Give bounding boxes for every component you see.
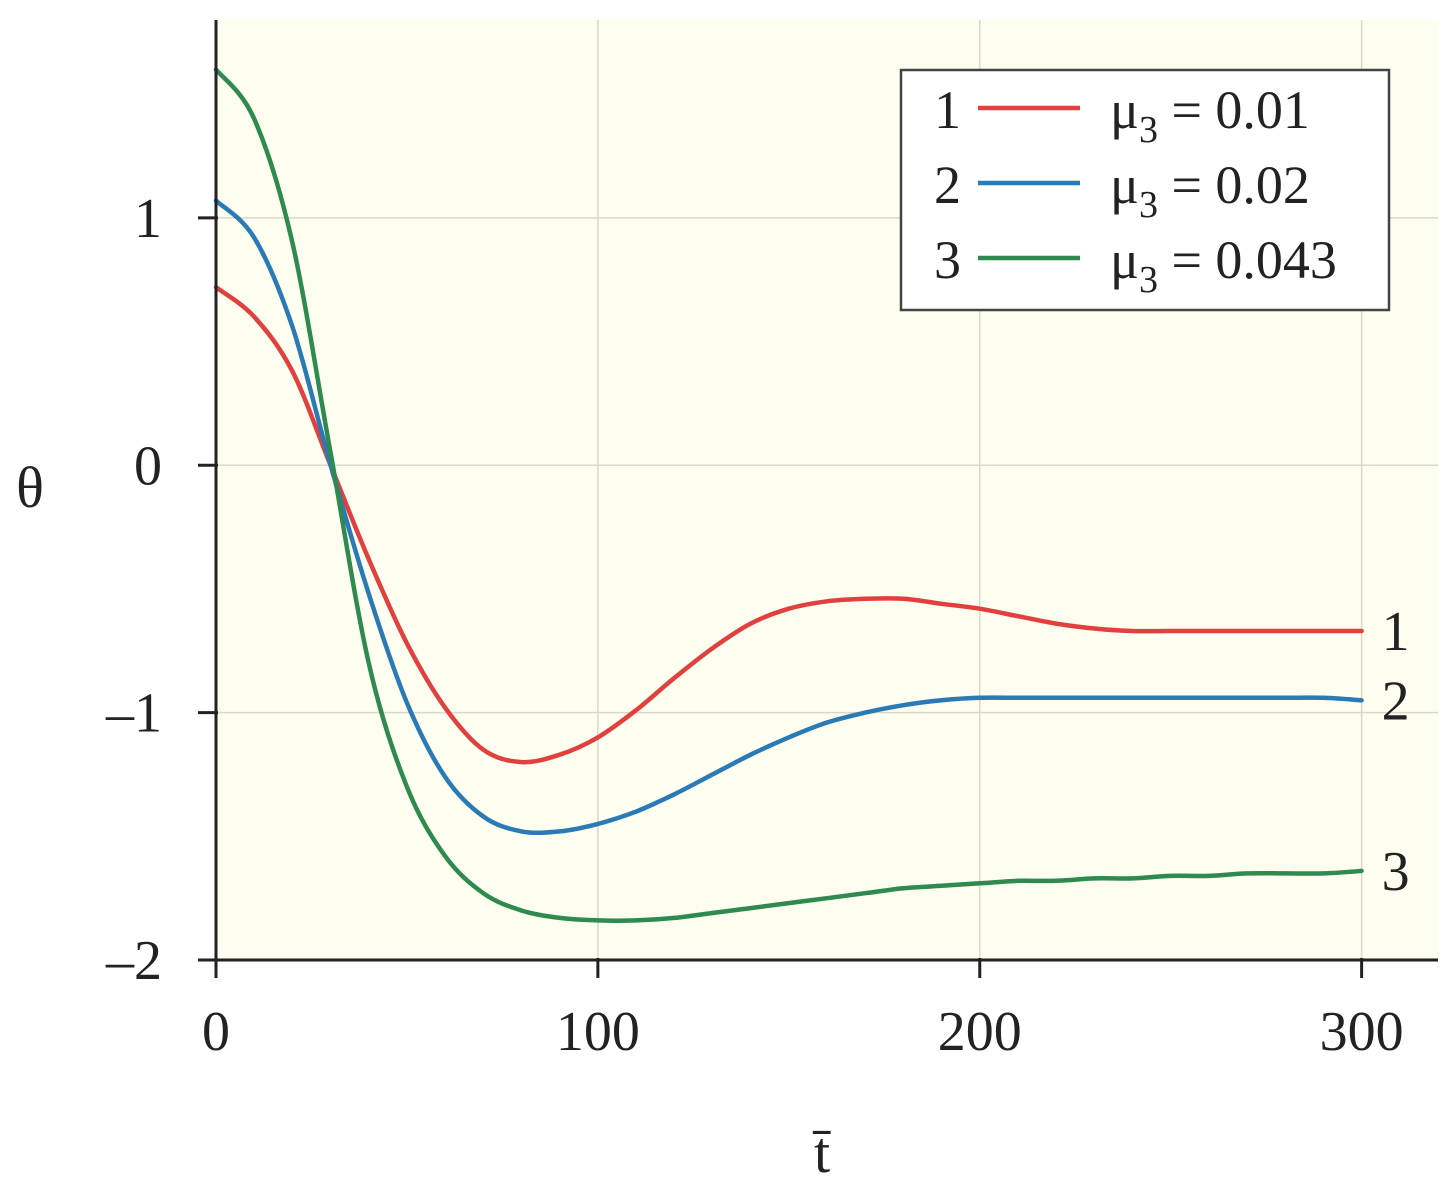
- x-tick-label: 300: [1320, 1001, 1404, 1063]
- legend-item-3: 3 μ3 = 0.043: [934, 230, 1337, 301]
- x-tick-label: 200: [938, 1001, 1022, 1063]
- y-tick-label: –2: [105, 930, 162, 992]
- legend-number: 1: [934, 80, 961, 140]
- legend-item-2: 2 μ3 = 0.02: [934, 155, 1310, 226]
- legend-label: μ3 = 0.043: [1110, 230, 1337, 301]
- ticks: 0 100 200 300 –2 –1 0 1: [105, 188, 1404, 1063]
- y-tick-label: 1: [134, 188, 162, 250]
- series-layer: [213, 67, 1364, 923]
- legend-item-1: 1 μ3 = 0.01: [934, 80, 1310, 151]
- x-tick-label: 100: [556, 1001, 640, 1063]
- legend-number: 2: [934, 155, 961, 215]
- legend-number: 3: [934, 230, 961, 290]
- series-1-line: [213, 284, 1364, 765]
- y-tick-label: –1: [105, 683, 162, 745]
- series-2-end-label: 2: [1382, 670, 1410, 732]
- x-axis-title: t̄: [813, 1120, 831, 1185]
- y-tick-label: 0: [134, 435, 162, 497]
- series-3-line: [213, 67, 1364, 923]
- axes: [214, 20, 1438, 962]
- legend-label: μ3 = 0.02: [1110, 155, 1310, 226]
- legend-label: μ3 = 0.01: [1110, 80, 1310, 151]
- legend: 1 μ3 = 0.01 2 μ3 = 0.02 3 μ3 = 0.043: [899, 68, 1391, 312]
- series-1-end-label: 1: [1382, 601, 1410, 663]
- x-tick-label: 0: [202, 1001, 230, 1063]
- y-axis-title: θ: [16, 455, 44, 520]
- end-labels: 1 2 3: [1382, 601, 1410, 903]
- series-3-end-label: 3: [1382, 841, 1410, 903]
- series-2-line: [213, 198, 1364, 836]
